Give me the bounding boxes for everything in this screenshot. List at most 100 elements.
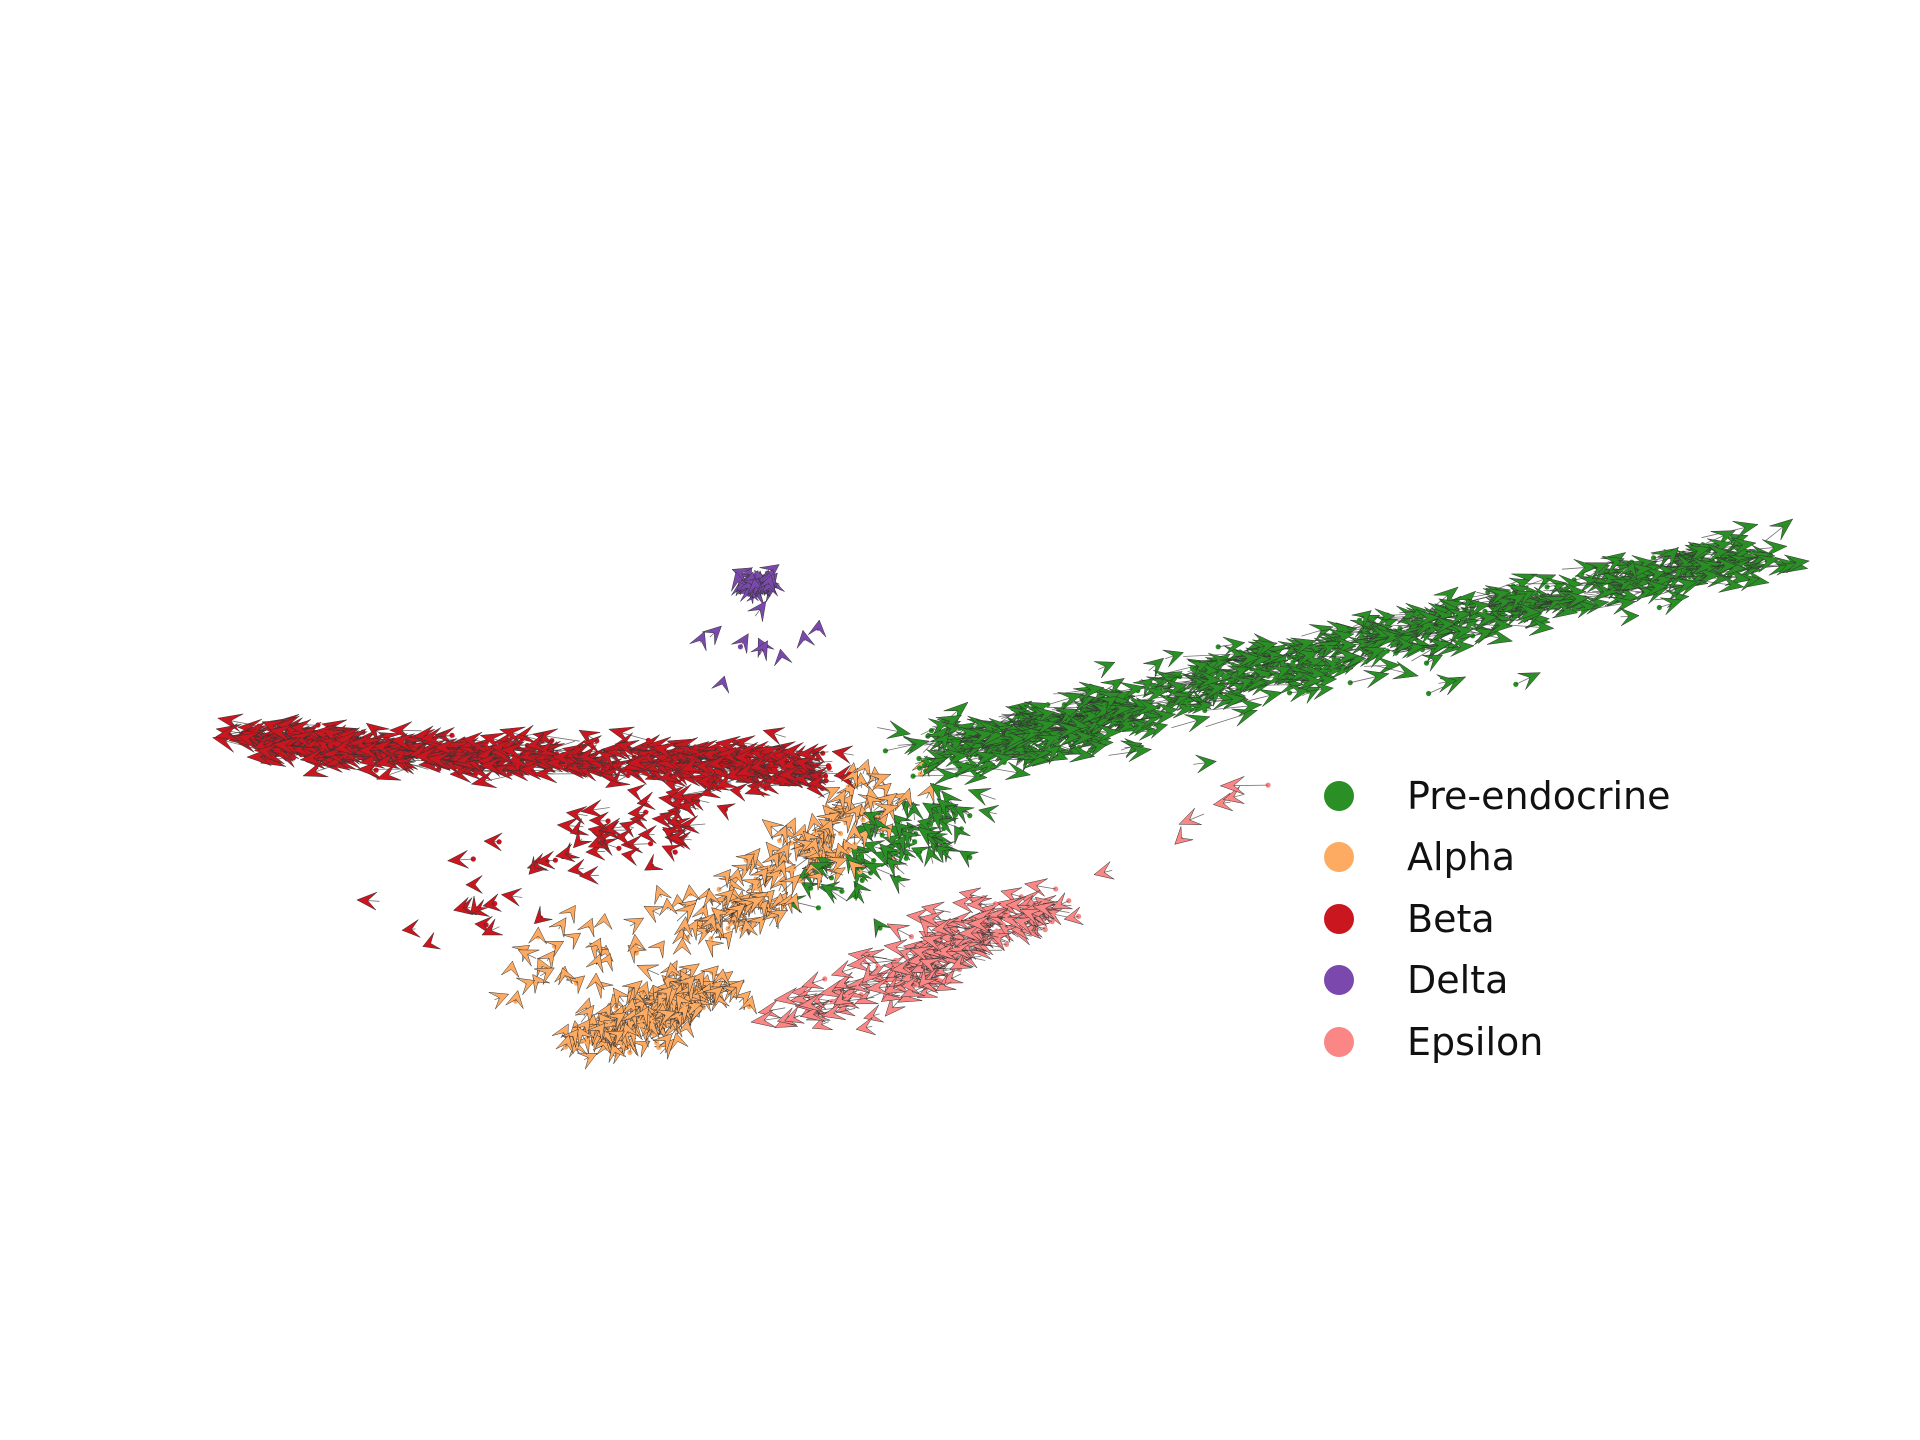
velocity-arrow-head (1132, 678, 1154, 698)
velocity-arrow-head (587, 1022, 606, 1042)
velocity-arrow-head (1252, 639, 1279, 658)
scatter-point (708, 936, 714, 942)
velocity-arrow-head (401, 919, 421, 938)
velocity-arrow-head (512, 724, 537, 744)
legend-label-delta: Delta (1407, 958, 1509, 1003)
velocity-arrow-head (918, 958, 943, 976)
velocity-arrow-head (948, 911, 971, 931)
velocity-arrow-head (1738, 572, 1760, 592)
velocity-arrow-head (622, 980, 643, 1000)
velocity-arrow-head (499, 741, 525, 760)
velocity-arrow-head (700, 965, 719, 984)
velocity-arrow-head (1486, 626, 1514, 645)
velocity-arrow-head (784, 1006, 805, 1024)
velocity-arrow-head (533, 906, 553, 925)
scatter-point (643, 809, 649, 815)
velocity-arrow-head (627, 933, 646, 953)
velocity-arrow-head (929, 782, 953, 804)
velocity-arrow-head (1516, 602, 1542, 622)
scatter-point (995, 934, 1002, 940)
velocity-arrow-head (966, 914, 991, 934)
velocity-arrow-head (674, 902, 697, 925)
velocity-arrow-head (1351, 610, 1372, 630)
velocity-arrow-head (732, 748, 755, 767)
velocity-arrow-head (961, 741, 986, 760)
velocity-arrow-head (1657, 546, 1679, 569)
velocity-arrow-head (619, 820, 640, 838)
velocity-arrow-head (555, 1034, 574, 1054)
velocity-arrow-head (419, 727, 444, 746)
velocity-arrow-head (863, 1004, 884, 1023)
velocity-arrow-head (1093, 861, 1115, 880)
scatter-point (967, 813, 973, 819)
velocity-arrow-head (883, 975, 906, 994)
velocity-arrow-head (922, 802, 944, 821)
velocity-arrow-head (900, 967, 921, 985)
velocity-arrow-head (1019, 712, 1046, 731)
velocity-arrow-head (886, 923, 910, 942)
velocity-arrow-head (1222, 636, 1246, 655)
velocity-arrow-head (731, 571, 749, 592)
velocity-arrow-head (905, 801, 924, 822)
velocity-arrow-head (1178, 807, 1202, 825)
velocity-arrow-head (482, 893, 502, 912)
velocity-arrow-head (796, 629, 815, 649)
velocity-arrow-head (1268, 665, 1292, 684)
legend-label-pre-endocrine: Pre-endocrine (1407, 773, 1671, 818)
scatter-point (839, 888, 845, 894)
scatter-point (616, 761, 622, 767)
velocity-arrow-head (1672, 577, 1698, 596)
velocity-arrow-head (559, 904, 576, 924)
velocity-arrow-head (866, 794, 885, 814)
velocity-arrow-head (1055, 721, 1082, 740)
velocity-arrow-head (853, 880, 872, 901)
scatter-point (997, 737, 1004, 743)
velocity-arrow-head (1415, 609, 1441, 628)
velocity-arrow-head (1376, 656, 1401, 676)
velocity-arrow-head (451, 751, 478, 770)
velocity-arrow-head (490, 739, 512, 758)
scatter-point (307, 745, 313, 751)
velocity-arrow-head (864, 977, 891, 996)
velocity-arrow-head (805, 871, 824, 891)
velocity-arrow-head (769, 860, 787, 881)
velocity-arrow-head (935, 973, 957, 992)
velocity-arrow-head (714, 889, 735, 909)
velocity-arrow-head (905, 908, 929, 927)
velocity-arrow-head (968, 727, 995, 747)
scatter-point (1513, 681, 1519, 687)
scatter-point (813, 830, 819, 836)
velocity-arrow-head (1086, 739, 1108, 758)
scatter-point (1700, 542, 1706, 548)
velocity-arrow-head (1467, 598, 1491, 617)
velocity-arrow-head (930, 733, 950, 754)
velocity-arrow-head (587, 831, 609, 849)
velocity-arrow-head (758, 573, 776, 594)
velocity-arrow-head (903, 737, 930, 756)
velocity-arrow-head (750, 867, 769, 887)
velocity-arrow-head (532, 764, 558, 784)
velocity-arrow-head (1018, 725, 1044, 744)
velocity-arrow-head (1774, 557, 1801, 576)
velocity-arrow-head (1673, 553, 1695, 572)
velocity-arrow-head (548, 917, 567, 938)
velocity-arrow-head (806, 812, 825, 834)
velocity-arrow-head (1619, 561, 1638, 581)
velocity-arrow-head (750, 1009, 777, 1028)
velocity-arrow-head (702, 985, 724, 1006)
velocity-arrow-head (853, 758, 871, 780)
velocity-arrow-head (845, 822, 864, 843)
velocity-arrow-head (1643, 578, 1669, 598)
velocity-arrow-head (855, 1016, 876, 1036)
velocity-arrow-head (833, 987, 854, 1006)
velocity-arrow-head (1220, 691, 1247, 710)
velocity-arrow-head (621, 1022, 639, 1042)
velocity-arrow-head (862, 862, 889, 881)
velocity-arrow-head (1005, 706, 1030, 725)
velocity-arrow-head (1232, 677, 1254, 695)
velocity-arrow-head (636, 791, 656, 810)
scatter-point (992, 929, 998, 936)
velocity-arrow-head (1431, 607, 1453, 627)
velocity-arrow-head (1096, 696, 1118, 714)
velocity-arrow-head (1328, 629, 1355, 648)
